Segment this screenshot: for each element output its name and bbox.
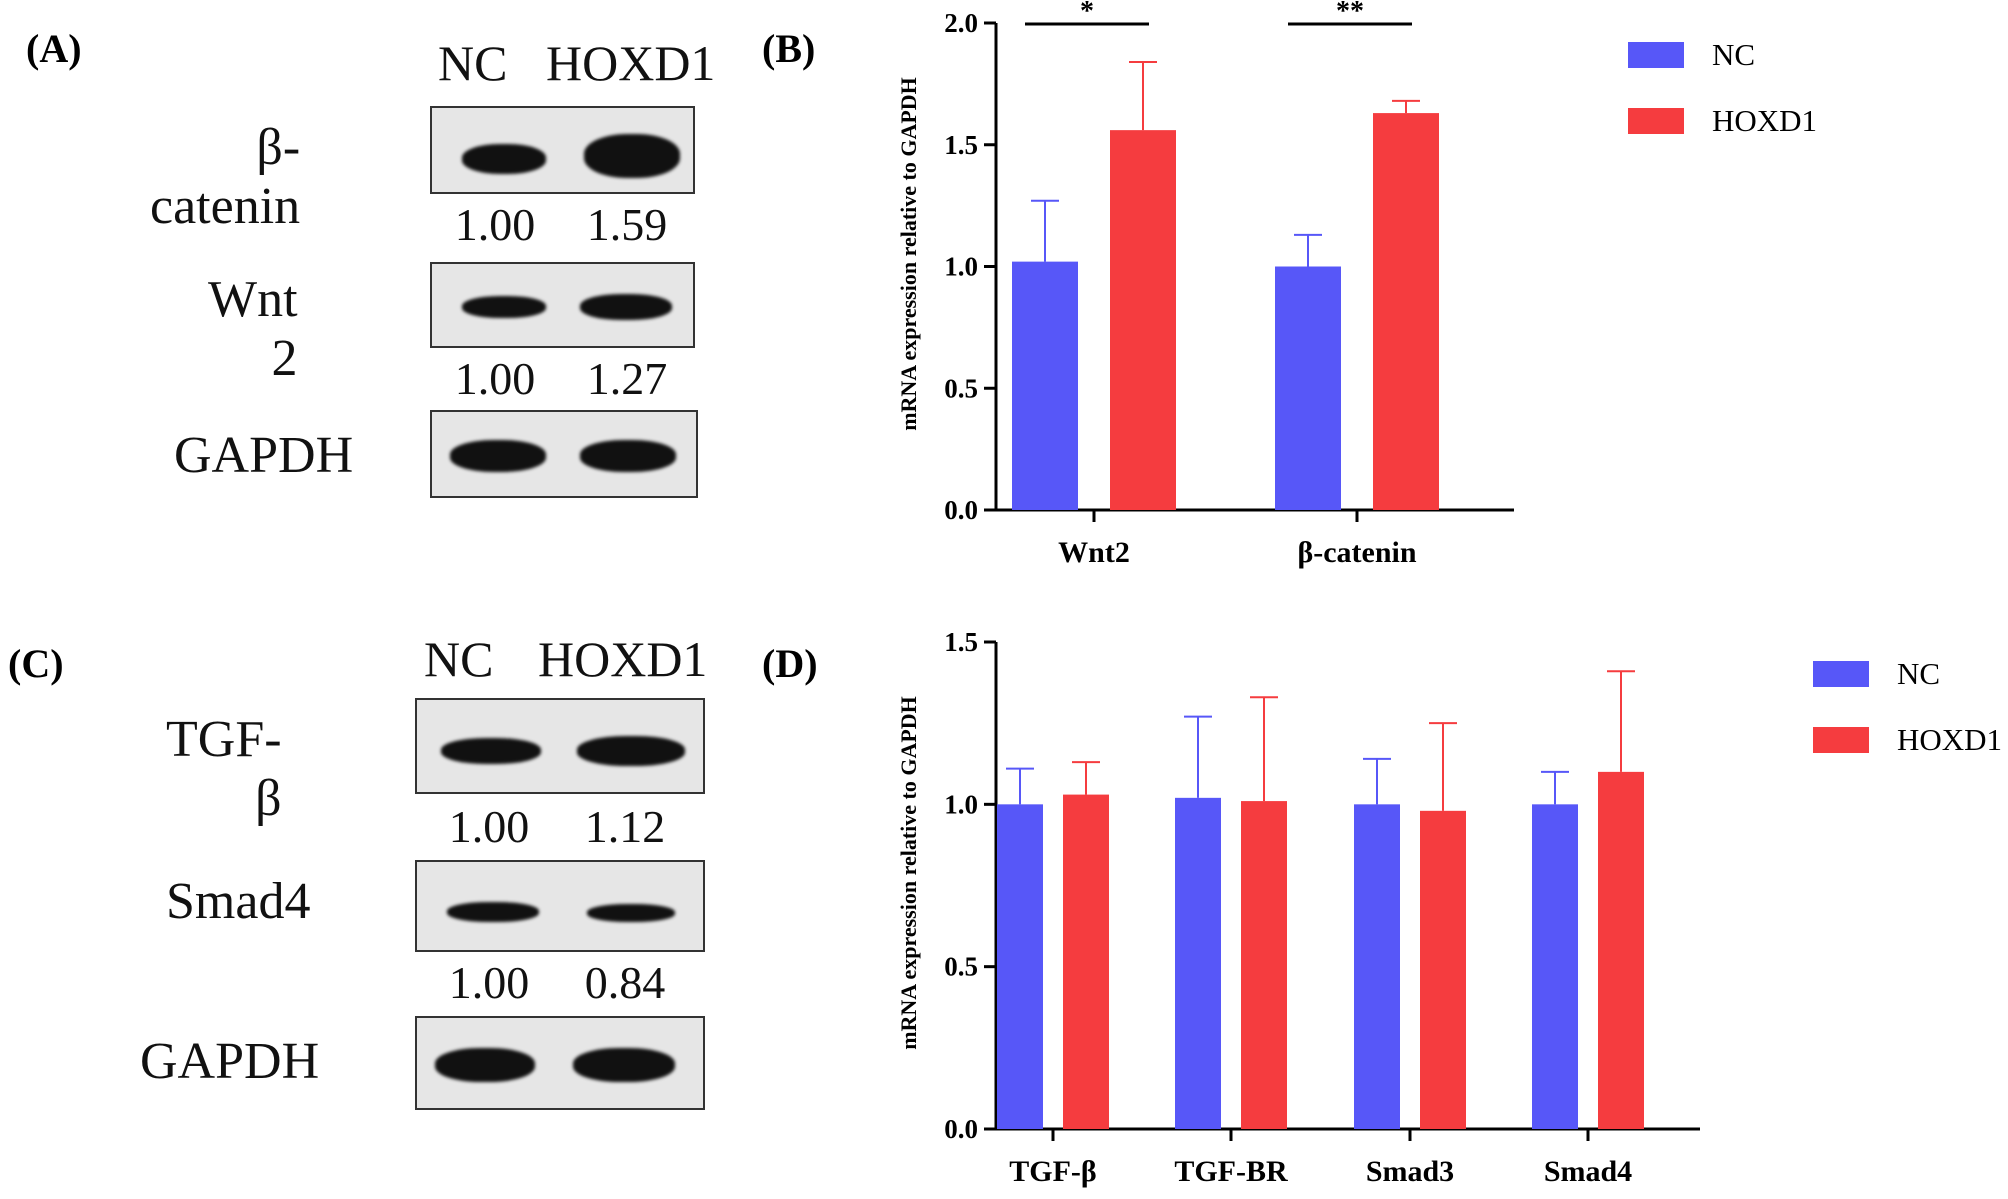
- x-tick-label: Smad3: [1366, 1155, 1454, 1188]
- lane-label-nc: NC: [424, 631, 494, 687]
- y-tick-label: 1.5: [944, 130, 978, 160]
- bar-chart-d: mRNA expression relative to GAPDH 0.0 0.5…: [896, 627, 2002, 1188]
- bar-hoxd1-β-catenin: [1373, 113, 1439, 510]
- blot-smad4: [415, 860, 705, 952]
- band: [447, 902, 539, 922]
- x-tick-label: TGF-β: [1009, 1155, 1096, 1188]
- lane-label-hoxd1: HOXD1: [538, 631, 708, 687]
- quant-beta-catenin-nc: 1.00: [454, 199, 536, 250]
- y-tick-label: 2.0: [944, 8, 978, 38]
- quant-tgf-beta-hoxd1: 1.12: [584, 801, 666, 852]
- legend-label-hoxd1: HOXD1: [1712, 103, 1817, 138]
- band: [580, 294, 672, 320]
- quant-smad4-nc: 1.00: [448, 957, 530, 1008]
- band: [580, 440, 676, 472]
- legend-swatch-hoxd1: [1628, 108, 1684, 134]
- quant-wnt2-nc: 1.00: [454, 353, 536, 404]
- legend-label-nc: NC: [1712, 37, 1755, 72]
- y-axis-title: mRNA expression relative to GAPDH: [896, 77, 921, 431]
- band: [573, 1048, 675, 1082]
- bar-nc-tgf-br: [1175, 797, 1221, 1129]
- band: [462, 296, 546, 318]
- x-tick-label: TGF-BR: [1174, 1155, 1288, 1188]
- panel-label-a: (A): [26, 26, 82, 71]
- significance-marker: *: [1080, 0, 1094, 27]
- quant-wnt2-hoxd1: 1.27: [586, 353, 668, 404]
- band: [462, 144, 546, 174]
- legend-swatch-hoxd1: [1813, 727, 1869, 753]
- bar-chart-b: mRNA expression relative to GAPDH 0.0 0.5…: [896, 0, 1817, 569]
- bar-hoxd1-wnt2: [1110, 130, 1176, 510]
- bar-nc-β-catenin: [1275, 266, 1341, 510]
- quant-smad4-hoxd1: 0.84: [584, 957, 666, 1008]
- bar-hoxd1-smad3: [1420, 810, 1466, 1129]
- bar-hoxd1-tgf-br: [1241, 801, 1287, 1129]
- y-tick-label: 0.0: [944, 1114, 978, 1144]
- blot-wnt2: [430, 262, 695, 348]
- protein-label-gapdh: GAPDH: [174, 427, 354, 484]
- significance-marker: **: [1336, 0, 1364, 27]
- band: [450, 440, 546, 472]
- bar-hoxd1-smad4: [1598, 771, 1644, 1129]
- legend-label-nc: NC: [1897, 656, 1940, 691]
- blot-gapdh-a: [430, 410, 698, 498]
- y-tick-label: 0.5: [944, 952, 978, 982]
- band: [587, 904, 675, 922]
- y-tick-label: 1.0: [944, 789, 978, 819]
- x-tick-label: Wnt2: [1058, 536, 1130, 569]
- legend-swatch-nc: [1628, 42, 1684, 68]
- x-tick-label: β-catenin: [1297, 536, 1416, 569]
- legend-swatch-nc: [1813, 661, 1869, 687]
- y-tick-label: 1.0: [944, 252, 978, 282]
- y-tick-label: 0.5: [944, 373, 978, 403]
- lane-label-nc: NC: [438, 35, 508, 91]
- panel-label-c: (C): [8, 641, 64, 686]
- bar-nc-wnt2: [1012, 261, 1078, 510]
- lane-label-hoxd1: HOXD1: [546, 35, 716, 91]
- blot-beta-catenin: [430, 106, 695, 194]
- band: [435, 1048, 535, 1082]
- quant-tgf-beta-nc: 1.00: [448, 801, 530, 852]
- blot-gapdh-c: [415, 1016, 705, 1110]
- bar-nc-smad3: [1354, 804, 1400, 1129]
- legend-label-hoxd1: HOXD1: [1897, 722, 2002, 757]
- panel-label-d: (D): [762, 641, 818, 686]
- bar-nc-smad4: [1532, 804, 1578, 1129]
- protein-label-tgf-beta: TGF-β: [166, 711, 282, 827]
- band: [577, 736, 685, 766]
- quant-beta-catenin-hoxd1: 1.59: [586, 199, 668, 250]
- bar-hoxd1-tgf-β: [1063, 794, 1109, 1129]
- bar-nc-tgf-β: [997, 804, 1043, 1129]
- protein-label-smad4: Smad4: [166, 873, 311, 930]
- protein-label-gapdh: GAPDH: [140, 1033, 320, 1090]
- y-tick-label: 1.5: [944, 627, 978, 657]
- protein-label-beta-catenin: β-catenin: [150, 119, 301, 235]
- y-tick-label: 0.0: [944, 495, 978, 525]
- protein-label-wnt2: Wnt 2: [208, 271, 298, 387]
- band: [584, 134, 680, 178]
- y-axis-title: mRNA expression relative to GAPDH: [896, 696, 921, 1050]
- panel-label-b: (B): [762, 26, 816, 71]
- band: [441, 738, 541, 764]
- blot-tgf-beta: [415, 698, 705, 794]
- x-tick-label: Smad4: [1544, 1155, 1632, 1188]
